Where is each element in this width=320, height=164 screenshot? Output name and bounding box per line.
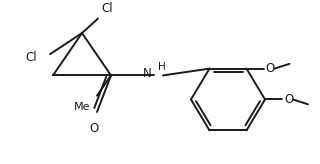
- Text: O: O: [266, 62, 275, 75]
- Text: H: H: [158, 62, 166, 72]
- Text: N: N: [143, 67, 152, 80]
- Text: Cl: Cl: [25, 51, 37, 64]
- Text: Cl: Cl: [101, 2, 113, 15]
- Text: Me: Me: [74, 102, 90, 112]
- Text: O: O: [89, 122, 99, 135]
- Text: O: O: [284, 93, 293, 106]
